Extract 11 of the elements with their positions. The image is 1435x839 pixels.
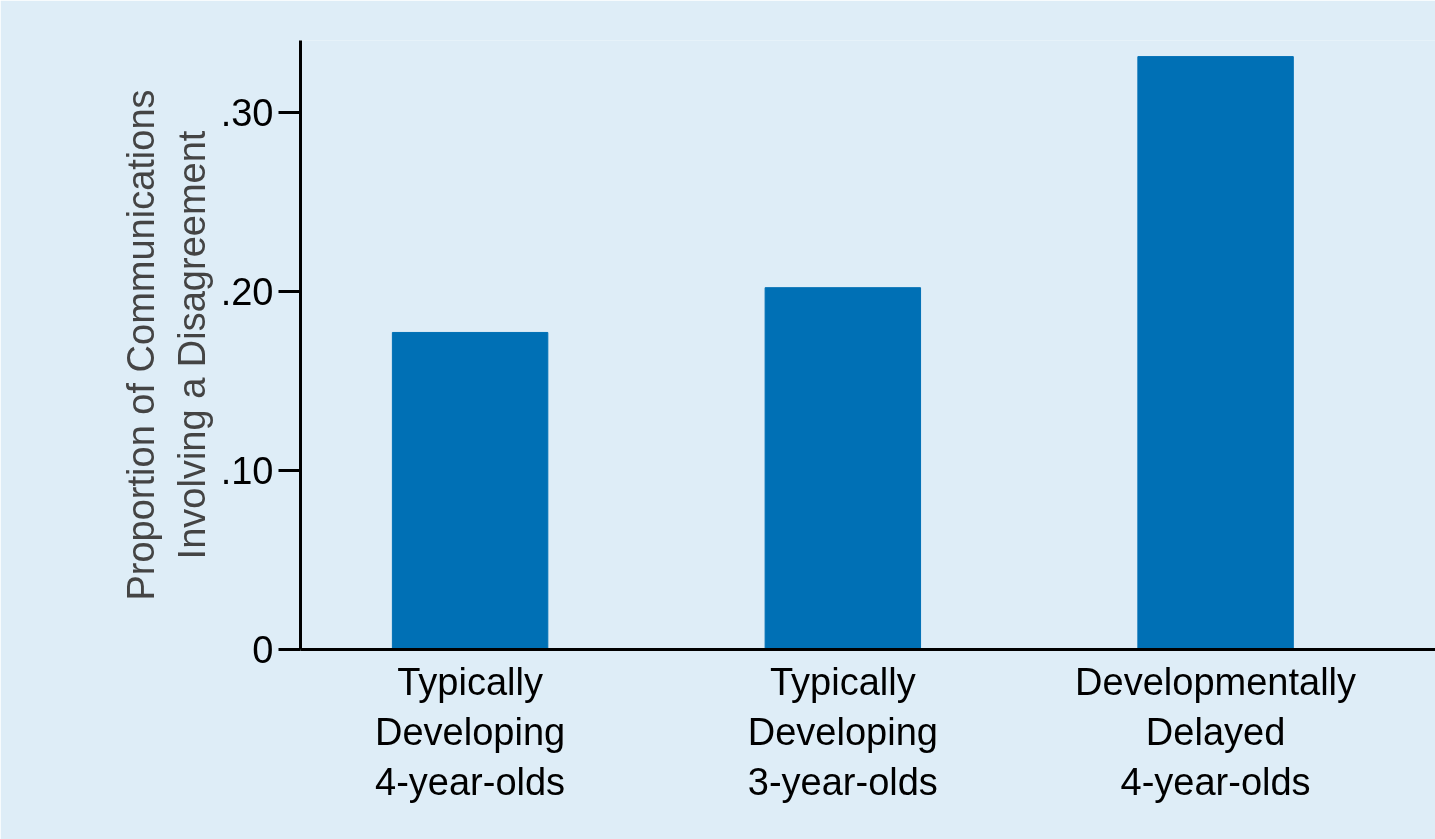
bar (391, 331, 549, 650)
y-tick-label: .10 (220, 449, 274, 492)
y-axis-title: Proportion of Communications Involving a Disagreement (120, 89, 213, 601)
bar (1137, 56, 1294, 650)
x-tick-label: Typically Developing 4-year-olds (375, 660, 566, 804)
y-tick-label: .30 (220, 91, 274, 134)
x-tick-label: Developmentally Delayed 4-year-olds (1075, 660, 1357, 804)
bar (764, 287, 922, 650)
y-tick-label: 0 (252, 629, 274, 671)
y-tick-label: .20 (220, 270, 274, 313)
x-tick-label: Typically Developing 3-year-olds (747, 660, 938, 804)
